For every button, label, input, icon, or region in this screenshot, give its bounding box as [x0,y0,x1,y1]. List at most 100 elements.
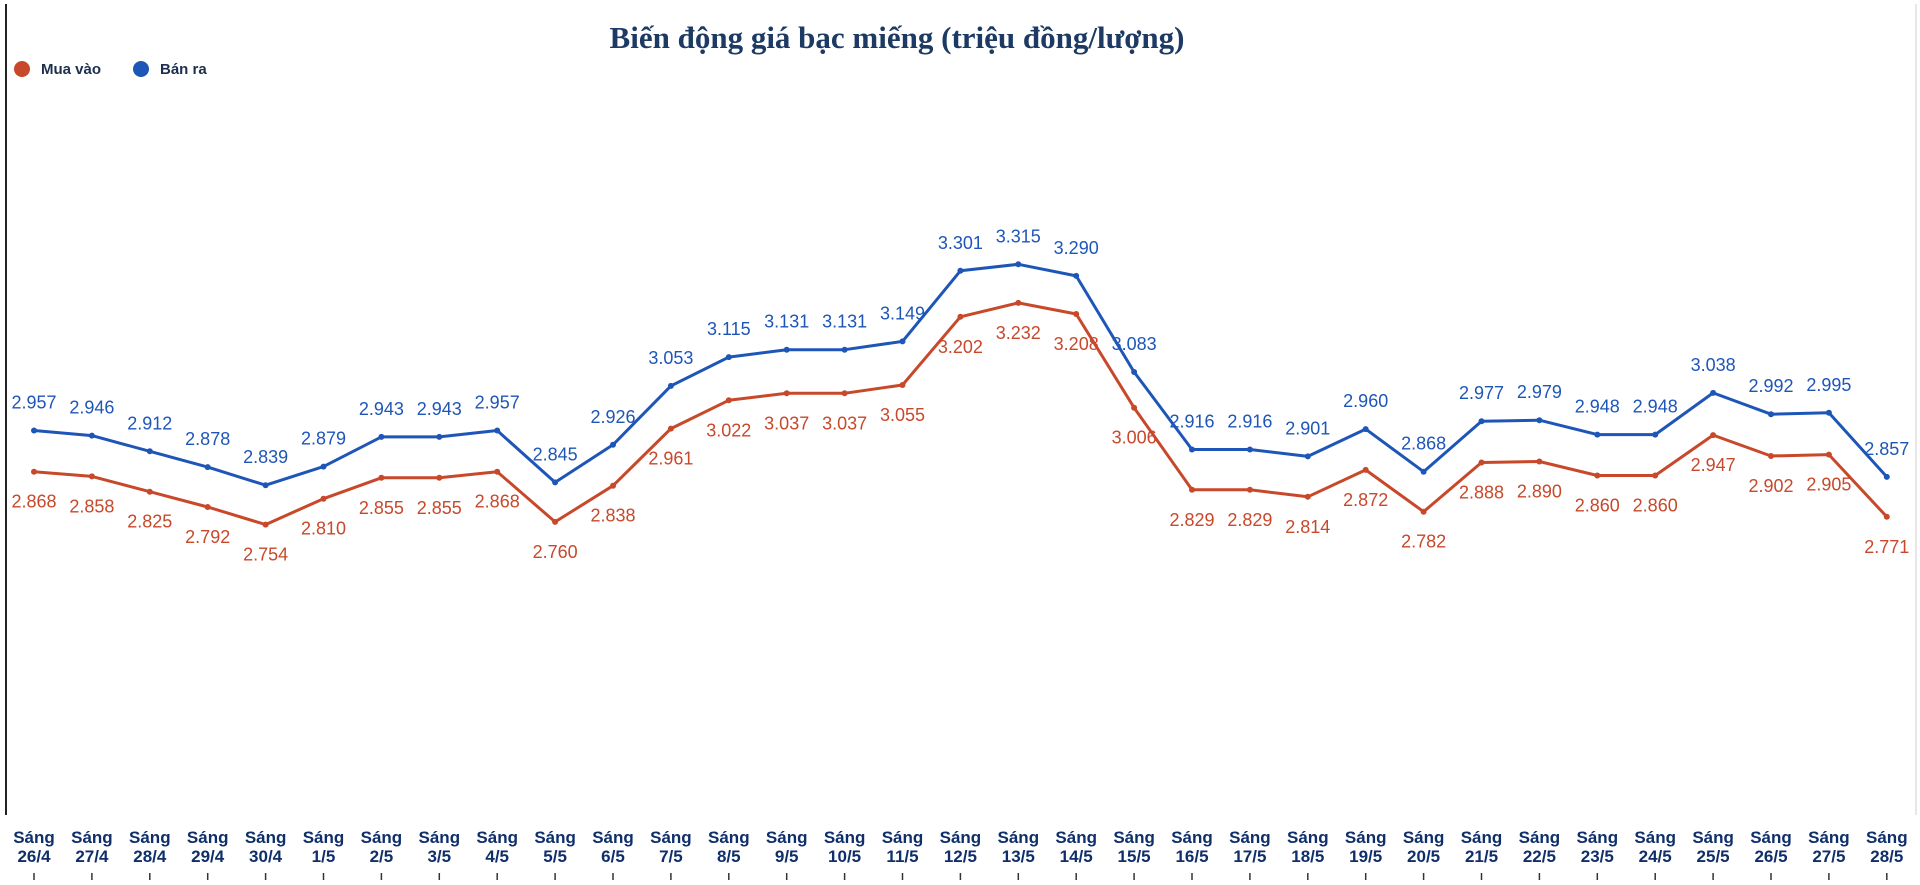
data-point[interactable] [1594,472,1601,479]
data-point[interactable] [88,432,95,439]
data-point[interactable] [1304,453,1311,460]
data-point[interactable] [725,354,732,361]
data-point[interactable] [494,468,501,475]
legend-item-ban-ra[interactable]: Bán ra [133,61,207,78]
data-label: 2.961 [648,449,693,469]
data-label: 2.957 [11,393,56,413]
x-tick-label-line1: Sáng [824,828,866,847]
data-point[interactable] [378,474,385,481]
data-point[interactable] [1536,458,1543,465]
data-label: 2.995 [1806,375,1851,395]
data-point[interactable] [841,346,848,353]
data-point[interactable] [1652,472,1659,479]
data-point[interactable] [1362,466,1369,473]
data-point[interactable] [1710,389,1717,396]
x-tick-label-line2: 29/4 [191,847,225,866]
data-point[interactable] [262,521,269,528]
data-label: 3.149 [880,303,925,323]
data-point[interactable] [1768,453,1774,459]
data-point[interactable] [610,482,616,489]
data-point[interactable] [1189,446,1195,453]
data-point[interactable] [1420,468,1427,475]
x-tick-label-line2: 7/5 [659,847,683,866]
data-point[interactable] [725,397,732,404]
data-point[interactable] [1131,369,1138,375]
data-point[interactable] [1362,426,1369,433]
data-point[interactable] [1594,431,1601,438]
data-point[interactable] [957,267,964,274]
x-tick-label-line1: Sáng [13,828,55,847]
x-tick-label-line2: 27/5 [1812,847,1845,866]
data-label: 2.829 [1227,510,1272,530]
data-point[interactable] [841,390,848,397]
legend-marker-ban-ra [133,61,149,77]
data-point[interactable] [667,425,674,432]
data-point[interactable] [146,488,153,495]
data-point[interactable] [1883,513,1890,520]
data-point[interactable] [667,382,674,389]
data-point[interactable] [1768,411,1774,418]
legend-item-mua-vao[interactable]: Mua vào [14,61,101,78]
x-tick-label-line1: Sáng [534,828,576,847]
data-point[interactable] [1536,417,1543,424]
x-tick-label-line1: Sáng [998,828,1040,847]
x-tick-label-line2: 24/5 [1639,847,1672,866]
data-point[interactable] [436,474,443,481]
data-point[interactable] [1420,508,1427,515]
data-label: 2.771 [1864,537,1909,557]
data-label: 3.055 [880,405,925,425]
x-tick-label-line1: Sáng [245,828,287,847]
data-point[interactable] [552,479,559,486]
data-point[interactable] [31,427,37,434]
x-tick-label-line1: Sáng [476,828,518,847]
data-point[interactable] [320,495,327,502]
data-point[interactable] [436,433,443,440]
data-point[interactable] [1478,418,1485,425]
data-point[interactable] [1189,486,1195,493]
data-point[interactable] [783,390,790,397]
data-point[interactable] [899,382,906,388]
data-point[interactable] [146,448,153,455]
data-label: 3.038 [1691,355,1736,375]
data-point[interactable] [957,313,964,320]
data-label: 2.992 [1748,376,1793,396]
data-point[interactable] [1246,446,1253,453]
data-point[interactable] [1710,432,1717,439]
data-label: 3.037 [822,413,867,433]
data-point[interactable] [899,338,906,345]
data-point[interactable] [378,433,385,440]
x-tick-label-line2: 5/5 [543,847,567,866]
data-point[interactable] [1825,409,1832,416]
data-point[interactable] [610,441,616,448]
data-point[interactable] [1652,431,1659,438]
data-point[interactable] [1015,299,1022,306]
data-point[interactable] [320,463,327,470]
x-tick-label-line1: Sáng [1287,828,1329,847]
x-tick-label-line2: 15/5 [1118,847,1151,866]
x-tick-label-line2: 3/5 [427,847,451,866]
data-point[interactable] [1883,473,1890,480]
data-point[interactable] [1304,493,1311,500]
data-point[interactable] [552,518,559,525]
data-point[interactable] [31,468,37,475]
data-point[interactable] [1478,459,1485,466]
data-point[interactable] [1073,311,1080,317]
data-point[interactable] [88,473,95,480]
data-point[interactable] [1825,451,1832,458]
data-point[interactable] [494,427,501,434]
data-point[interactable] [1073,272,1080,279]
data-point[interactable] [204,504,211,510]
data-point[interactable] [204,464,211,471]
data-point[interactable] [1246,486,1253,493]
data-point[interactable] [1131,404,1138,411]
data-point[interactable] [262,482,269,489]
data-label: 2.857 [1864,439,1909,459]
data-point[interactable] [783,346,790,353]
series-layer: 2.868 2.858 2.825 2.792 2.754 2.810 2.855 2.855… [11,226,1909,564]
data-point[interactable] [1015,261,1022,268]
x-tick-label-line2: 9/5 [775,847,799,866]
